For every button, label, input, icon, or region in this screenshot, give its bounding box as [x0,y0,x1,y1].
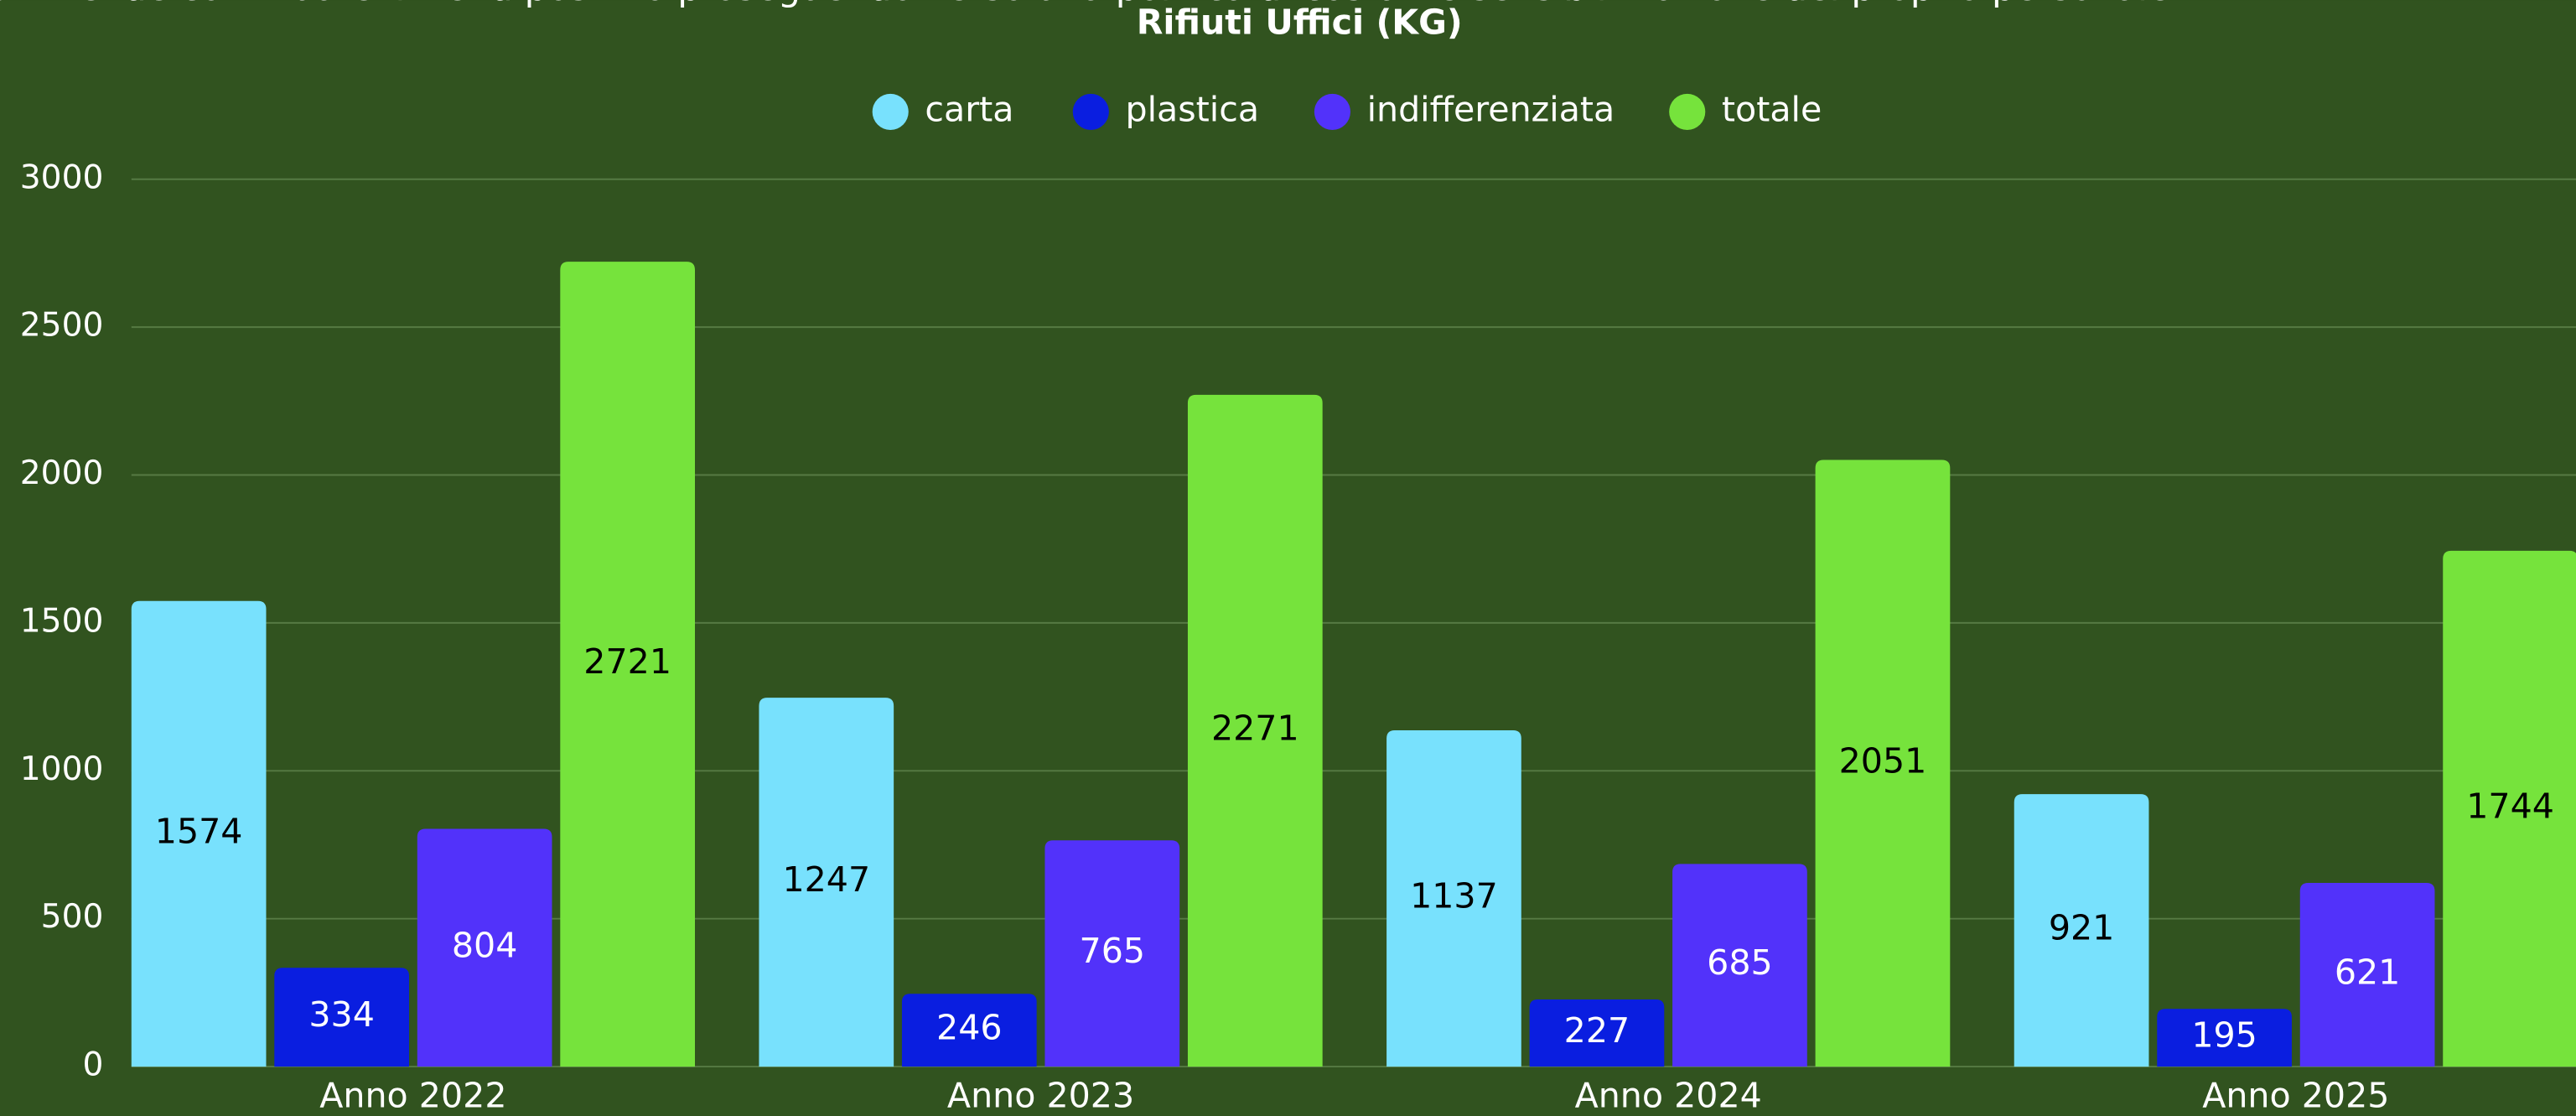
x-tick-label: Anno 2023 [947,1075,1134,1115]
bar [1044,840,1180,1067]
bar [1529,999,1665,1067]
data-label: 2721 [583,641,671,682]
bar [901,994,1037,1067]
bar [2014,794,2149,1067]
data-label: 2051 [1839,740,1927,781]
data-label: 685 [1707,942,1773,983]
bar [131,600,267,1067]
legend-label: indifferenziata [1367,89,1615,129]
bar [274,968,409,1067]
x-tick-label: Anno 2024 [1575,1075,1762,1115]
legend-label: totale [1722,89,1822,129]
data-label: 227 [1564,1010,1630,1051]
y-tick-label: 2000 [20,454,104,492]
legend-swatch [872,93,909,130]
data-label: 921 [2049,908,2115,948]
data-label: 1744 [2466,786,2554,826]
y-tick-label: 1500 [20,602,104,640]
legend-swatch [1072,93,1109,130]
data-label: 246 [936,1008,1003,1048]
data-label: 1574 [155,811,243,851]
chart-title: Rifiuti Uffici (KG) [1137,3,1463,43]
legend-swatch [1669,93,1706,130]
y-tick-label: 0 [83,1046,104,1084]
data-label: 804 [452,925,518,965]
data-label: 621 [2335,952,2401,993]
y-tick-label: 500 [41,898,104,936]
data-label: 2271 [1211,708,1299,748]
bar [1187,394,1323,1067]
bar [1386,729,1521,1067]
legend-swatch [1314,93,1350,130]
bar [560,262,696,1067]
bar [1672,864,1807,1067]
data-label: 195 [2191,1015,2257,1056]
data-label: 1137 [1410,876,1498,916]
x-tick-label: Anno 2022 [319,1075,506,1115]
data-label: 334 [308,994,375,1035]
bar [759,698,894,1067]
bar [2443,550,2576,1067]
subtitle: Si intende continuare il trend positivo … [0,0,2181,9]
bar [2299,882,2435,1067]
data-label: 1247 [782,859,870,900]
bar [1815,459,1951,1067]
bar [2157,1009,2292,1067]
bar [417,828,552,1067]
data-label: 765 [1080,931,1146,971]
legend-label: carta [925,89,1013,129]
y-tick-label: 1000 [20,750,104,788]
x-tick-label: Anno 2025 [2202,1075,2389,1115]
legend-label: plastica [1125,89,1259,129]
y-tick-label: 3000 [20,158,104,196]
y-tick-label: 2500 [20,307,104,345]
